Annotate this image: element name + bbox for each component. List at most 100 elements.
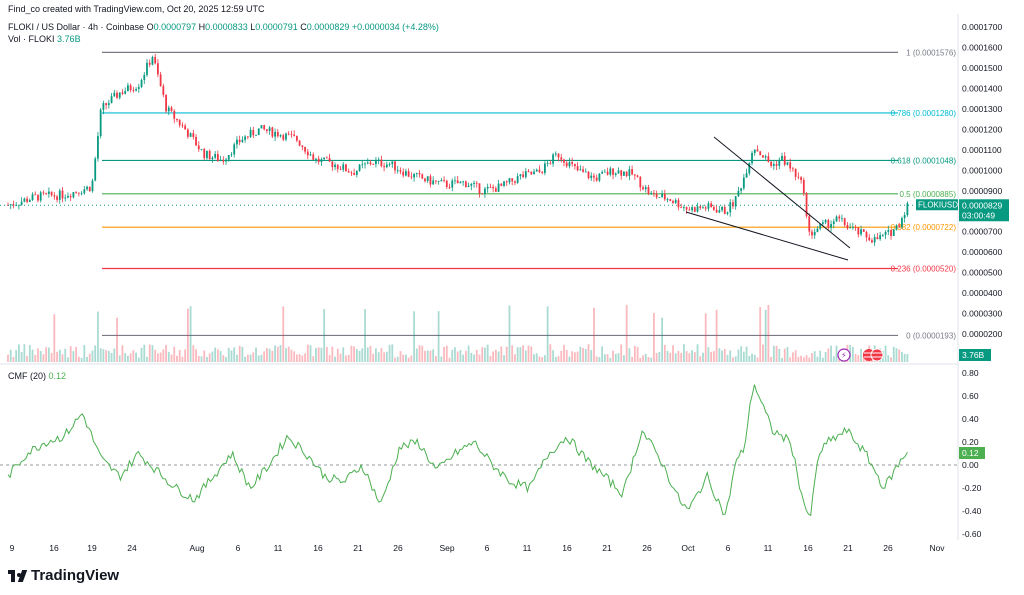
candle-body (492, 186, 495, 189)
volume-bar (639, 357, 642, 362)
tradingview-logo-text: TradingView (31, 567, 120, 584)
candle-body (88, 186, 91, 192)
last-price-value: 0.0000829 (962, 200, 1002, 210)
volume-bar (497, 351, 500, 362)
volume-bar (696, 344, 699, 362)
candle-body (238, 139, 241, 143)
cmf-legend: CMF (20) 0.12 (8, 371, 66, 381)
volume-bar (99, 348, 102, 362)
candle-body (23, 198, 26, 202)
volume-bar (424, 350, 426, 362)
candle-body (301, 145, 304, 147)
cmf-tick-label: 0.40 (962, 414, 979, 424)
candle-body (614, 173, 617, 175)
us-flag-icon-2[interactable] (870, 348, 884, 362)
candle-body (118, 92, 121, 98)
candle-body (268, 127, 271, 131)
price-axis[interactable]: 0.0001700 0.0001600 0.0001500 0.0001400 0.00… (962, 22, 1002, 360)
bar-countdown: 03:00:49 (962, 210, 995, 220)
candle-body (440, 180, 443, 182)
candle-body (377, 159, 380, 161)
volume-bar (454, 347, 456, 362)
candle-body (565, 162, 568, 167)
candle-body (650, 192, 653, 194)
volume-bar (519, 347, 522, 362)
volume-bar (20, 352, 23, 362)
candle-body (146, 62, 148, 75)
volume-bar (606, 354, 609, 362)
volume-bar (252, 352, 255, 362)
volume-bar (176, 355, 178, 362)
candle-body (533, 171, 535, 175)
volume-bar (601, 346, 604, 362)
author-line: Find_co created with TradingView.com, Oc… (8, 4, 265, 14)
candle-body (366, 162, 369, 164)
candle-body (756, 149, 759, 152)
candle-body (633, 174, 636, 176)
tradingview-logo[interactable]: TradingView (8, 567, 119, 584)
candle-body (276, 131, 279, 137)
time-tick-label: 21 (843, 543, 853, 553)
candle-body (192, 133, 195, 137)
time-tick-label: 16 (49, 543, 59, 553)
volume-bar (565, 349, 568, 362)
volume-bar (805, 355, 808, 362)
candle-body (287, 133, 290, 135)
volume-bar (102, 349, 105, 362)
candle-body (323, 157, 326, 160)
volume-bar (167, 351, 170, 362)
time-axis[interactable]: 9 16 19 24 Aug 6 11 16 21 26 Sep 6 11 16 21 26 Oct 6 11 16 2… (10, 543, 946, 553)
candle-body (345, 164, 347, 172)
candle-body (895, 225, 898, 230)
volume-label[interactable]: Vol · FLOKI (8, 34, 55, 44)
volume-bar (410, 355, 413, 362)
event-icons[interactable]: ⚡ (837, 348, 884, 362)
candle-body (475, 182, 478, 184)
volume-bar (380, 348, 383, 362)
volume-bar (405, 354, 407, 362)
volume-bar (328, 355, 331, 362)
time-tick-label: Oct (681, 543, 695, 553)
volume-bar (97, 311, 99, 362)
candle-body (140, 80, 143, 88)
volume-bar (260, 354, 263, 362)
volume-bar (734, 356, 737, 362)
candle-body (587, 171, 590, 179)
candle-body (549, 163, 552, 164)
volume-bar (775, 345, 778, 362)
candle-body (83, 189, 86, 194)
cmf-series-line (7, 384, 908, 517)
candle-body (156, 63, 159, 75)
cmf-last-value: 0.12 (962, 448, 979, 458)
candle-body (625, 171, 628, 177)
volume-bar (271, 350, 274, 362)
cmf-label[interactable]: CMF (20) (8, 371, 46, 381)
candle-body (838, 216, 841, 219)
candle-body (20, 201, 23, 205)
candle-body (320, 159, 323, 163)
candle-body (753, 149, 756, 153)
volume-bar (625, 304, 628, 362)
volume-bar (473, 354, 475, 362)
candle-body (407, 171, 410, 177)
symbol-label[interactable]: FLOKI / US Dollar · 4h · Coinbase (8, 22, 145, 32)
candle-body (34, 194, 37, 196)
volume-bar (268, 348, 271, 362)
candle-body (568, 162, 571, 167)
volume-bar (612, 350, 614, 362)
candle-body (849, 227, 852, 229)
volume-bar (26, 355, 28, 362)
wedge-lower-line[interactable] (685, 211, 849, 261)
candle-body (271, 127, 274, 137)
cmf-axis[interactable]: 0.80 0.60 0.40 0.20 0.00 -0.20 -0.40 -0.60 (962, 368, 982, 539)
candle-body (358, 164, 361, 171)
lightning-event-icon[interactable] (837, 348, 851, 362)
wedge-upper-line[interactable] (713, 136, 851, 249)
candle-body (898, 225, 901, 228)
volume-bar (505, 346, 508, 362)
volume-bar (50, 352, 53, 362)
volume-bar (206, 356, 208, 362)
candle-body (500, 183, 503, 186)
volume-bar (293, 351, 296, 362)
